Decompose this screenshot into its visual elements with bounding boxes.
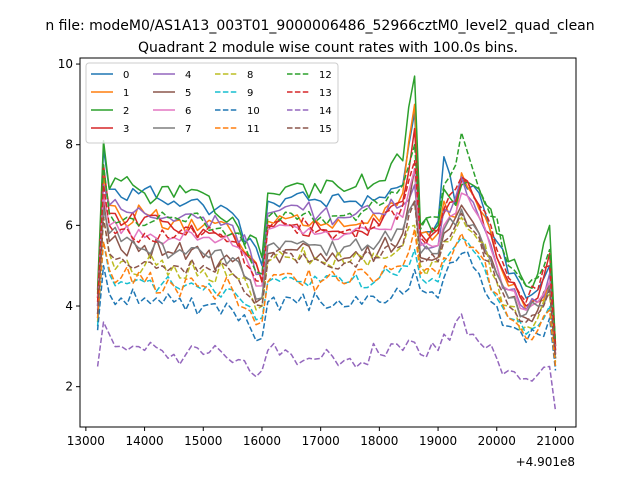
series-line-14 xyxy=(96,313,557,411)
series-line-7 xyxy=(96,200,557,359)
series-line-9 xyxy=(96,236,557,367)
x-axis-offset-label: +4.901e8 xyxy=(516,455,575,469)
legend-label-6: 6 xyxy=(185,106,191,117)
series-line-12 xyxy=(96,131,557,343)
plot-frame xyxy=(79,57,577,428)
series-line-0 xyxy=(96,111,557,351)
y-tick-label: 2 xyxy=(65,380,73,394)
series-line-11 xyxy=(96,228,557,367)
y-tick-label: 8 xyxy=(65,138,73,152)
x-tick-label: 18000 xyxy=(360,434,398,448)
legend-label-7: 7 xyxy=(185,124,191,135)
legend-box xyxy=(85,62,339,144)
series-line-8 xyxy=(96,216,557,363)
legend-label-8: 8 xyxy=(247,70,253,81)
x-tick-label: 13000 xyxy=(67,434,105,448)
legend-label-13: 13 xyxy=(319,88,332,99)
x-tick-label: 16000 xyxy=(243,434,281,448)
legend-label-14: 14 xyxy=(319,106,332,117)
x-tick-label: 19000 xyxy=(419,434,457,448)
figure-suptitle: n file: modeM0/AS1A13_003T01_9000006486_… xyxy=(45,18,594,34)
legend-label-15: 15 xyxy=(319,124,332,135)
legend-label-4: 4 xyxy=(185,70,191,81)
x-tick-label: 15000 xyxy=(184,434,222,448)
y-axis: 2 4 6 8 10 xyxy=(58,57,80,394)
x-axis: 13000 14000 15000 16000 17000 18000 19000 20000… xyxy=(67,427,575,448)
legend-label-3: 3 xyxy=(123,124,129,135)
legend-label-2: 2 xyxy=(123,106,129,117)
x-tick-label: 21000 xyxy=(536,434,574,448)
legend-label-11: 11 xyxy=(247,124,260,135)
series-lines xyxy=(96,75,557,411)
x-tick-label: 17000 xyxy=(302,434,340,448)
legend-label-1: 1 xyxy=(123,88,129,99)
legend-label-9: 9 xyxy=(247,88,253,99)
legend-label-12: 12 xyxy=(319,70,332,81)
series-line-10 xyxy=(96,250,557,371)
y-tick-label: 6 xyxy=(65,218,73,232)
y-tick-label: 4 xyxy=(65,299,73,313)
x-tick-label: 14000 xyxy=(125,434,163,448)
series-line-13 xyxy=(96,160,557,351)
series-line-15 xyxy=(96,200,557,359)
legend-label-10: 10 xyxy=(247,106,260,117)
x-tick-label: 20000 xyxy=(478,434,516,448)
legend-label-0: 0 xyxy=(123,70,129,81)
y-tick-label: 10 xyxy=(58,57,73,71)
plot-title: Quadrant 2 module wise count rates with … xyxy=(138,40,518,56)
legend-label-5: 5 xyxy=(185,88,191,99)
